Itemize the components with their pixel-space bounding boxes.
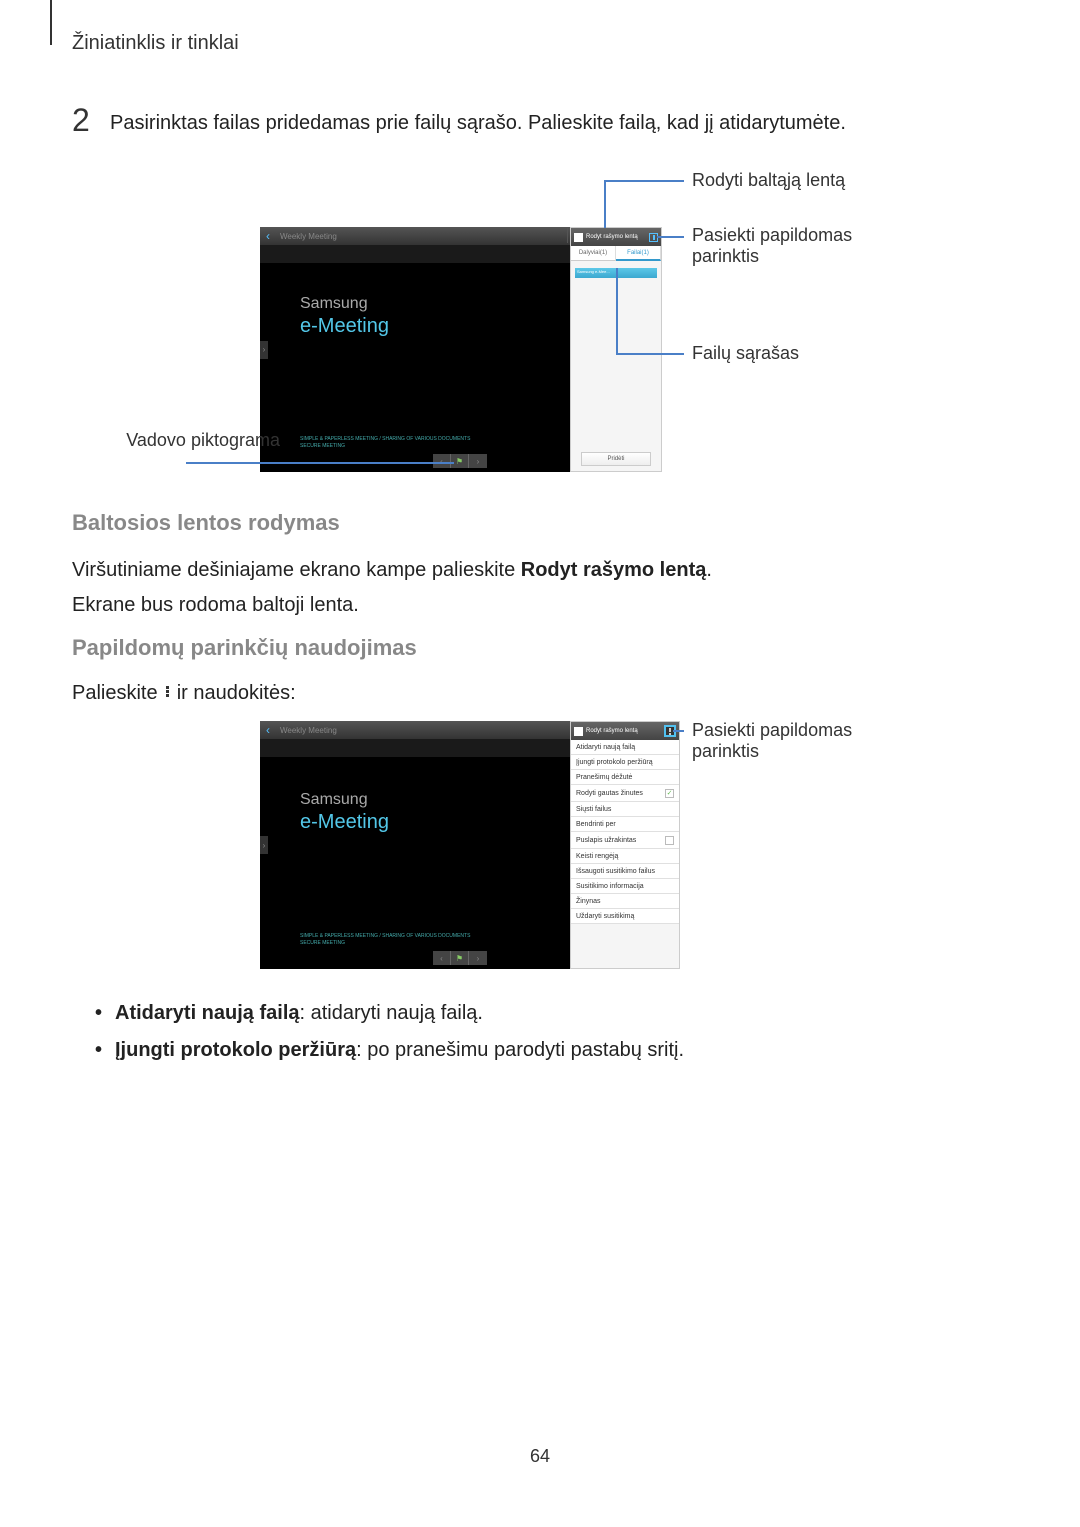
menu-item-label: Atidaryti naują failą xyxy=(576,744,635,751)
menu-item[interactable]: Įjungti protokolo peržiūrą xyxy=(571,755,679,770)
menu-item[interactable]: Uždaryti susitikimą xyxy=(571,909,679,924)
tagline: SIMPLE & PAPERLESS MEETING / SHARING OF … xyxy=(300,933,470,946)
next-page-icon[interactable]: › xyxy=(469,951,487,965)
bullet-text: : po pranešimu parodyti pastabų sritį. xyxy=(356,1039,684,1061)
back-icon[interactable]: ‹ xyxy=(260,721,276,739)
page-tab-border xyxy=(50,0,52,45)
checkbox-icon[interactable]: ✓ xyxy=(665,789,674,798)
callout-line xyxy=(657,236,684,238)
host-icon[interactable]: ⚑ xyxy=(451,454,469,468)
brand-emeeting: e-Meeting xyxy=(300,811,389,834)
host-icon[interactable]: ⚑ xyxy=(451,951,469,965)
panel-bar: Rodyt rašymo lentą xyxy=(571,228,661,246)
menu-item-label: Išsaugoti susitikimo failus xyxy=(576,868,655,875)
bold-text: Rodyt rašymo lentą xyxy=(521,559,707,581)
whiteboard-p2: Ekrane bus rodoma baltoji lenta. xyxy=(72,588,359,622)
heading-whiteboard: Baltosios lentos rodymas xyxy=(72,510,340,536)
step-number: 2 xyxy=(72,102,90,139)
bottom-nav: ‹ ⚑ › xyxy=(433,951,487,965)
brand-samsung: Samsung xyxy=(300,295,368,313)
menu-item[interactable]: Siųsti failus xyxy=(571,802,679,817)
menu-item-label: Uždaryti susitikimą xyxy=(576,913,634,920)
menu-item[interactable]: Bendrinti per xyxy=(571,817,679,832)
menu-item-label: Rodyti gautas žinutes xyxy=(576,790,643,797)
menu-item-label: Puslapis užrakintas xyxy=(576,837,636,844)
callout-more-1: Pasiekti papildomas xyxy=(692,720,852,740)
options-menu: Atidaryti naują failą Įjungti protokolo p… xyxy=(571,740,679,924)
tab-files[interactable]: Failai(1) xyxy=(616,246,661,261)
back-icon[interactable]: ‹ xyxy=(260,227,276,245)
text-span: ir naudokitės: xyxy=(171,682,296,704)
menu-item[interactable]: Pranešimų dėžutė xyxy=(571,770,679,785)
prev-page-icon[interactable]: ‹ xyxy=(433,951,451,965)
menu-item[interactable]: Atidaryti naują failą xyxy=(571,740,679,755)
callout-line xyxy=(673,730,684,732)
brand-samsung: Samsung xyxy=(300,791,368,809)
heading-more-options: Papildomų parinkčių naudojimas xyxy=(72,635,417,661)
menu-item[interactable]: Išsaugoti susitikimo failus xyxy=(571,864,679,879)
bullet-item: Atidaryti naują failą: atidaryti naują f… xyxy=(95,1002,684,1025)
menu-item-label: Pranešimų dėžutė xyxy=(576,774,632,781)
menu-item[interactable]: Susitikimo informacija xyxy=(571,879,679,894)
callout-more-1: Pasiekti papildomas xyxy=(692,225,852,245)
whiteboard-icon[interactable] xyxy=(574,727,583,736)
callout-line xyxy=(604,180,684,182)
side-panel-2: Rodyt rašymo lentą Atidaryti naują failą… xyxy=(570,721,680,969)
menu-item-label: Įjungti protokolo peržiūrą xyxy=(576,759,653,766)
bullet-list: Atidaryti naują failą: atidaryti naują f… xyxy=(95,1002,684,1076)
text-span: Viršutiniame dešiniajame ekrano kampe pa… xyxy=(72,559,521,581)
menu-item-label: Žinynas xyxy=(576,898,601,905)
page-number: 64 xyxy=(530,1446,550,1467)
step-text: Pasirinktas failas pridedamas prie failų… xyxy=(110,112,846,135)
more-menu-icon-inline xyxy=(163,685,171,699)
callout-host-icon: Vadovo piktograma xyxy=(110,430,280,451)
text-span: . xyxy=(706,559,712,581)
callout-line xyxy=(186,462,454,464)
menu-item[interactable]: Keisti rengėją xyxy=(571,849,679,864)
next-page-icon[interactable]: › xyxy=(469,454,487,468)
whiteboard-p1: Viršutiniame dešiniajame ekrano kampe pa… xyxy=(72,553,712,587)
menu-item[interactable]: Žinynas xyxy=(571,894,679,909)
menu-item[interactable]: Rodyti gautas žinutes ✓ xyxy=(571,785,679,802)
left-expand-icon[interactable]: › xyxy=(260,341,268,359)
bullet-bold: Įjungti protokolo peržiūrą xyxy=(115,1039,356,1061)
callout-whiteboard: Rodyti baltąją lentą xyxy=(692,170,845,191)
callout-line xyxy=(616,268,618,354)
callout-line xyxy=(604,180,606,228)
callout-line xyxy=(616,353,684,355)
brand-emeeting: e-Meeting xyxy=(300,315,389,338)
bullet-bold: Atidaryti naują failą xyxy=(115,1002,300,1024)
menu-item-label: Bendrinti per xyxy=(576,821,616,828)
more-options-p1: Palieskite ir naudokitės: xyxy=(72,676,296,710)
text-span: Palieskite xyxy=(72,682,163,704)
prev-page-icon[interactable]: ‹ xyxy=(433,454,451,468)
breadcrumb: Žiniatinklis ir tinklai xyxy=(72,32,239,55)
tagline: SIMPLE & PAPERLESS MEETING / SHARING OF … xyxy=(300,436,470,449)
menu-item-label: Susitikimo informacija xyxy=(576,883,644,890)
callout-more-2: parinktis xyxy=(692,246,759,266)
left-expand-icon[interactable]: › xyxy=(260,836,268,854)
panel-tabs: Dalyviai(1) Failai(1) xyxy=(571,246,661,261)
bullet-item: Įjungti protokolo peržiūrą: po pranešimu… xyxy=(95,1039,684,1062)
panel-bar: Rodyt rašymo lentą xyxy=(571,722,679,740)
whiteboard-label[interactable]: Rodyt rašymo lentą xyxy=(586,728,664,734)
window-title: Weekly Meeting xyxy=(280,726,337,735)
menu-item[interactable]: Puslapis užrakintas ✓ xyxy=(571,832,679,849)
bottom-nav: ‹ ⚑ › xyxy=(433,454,487,468)
callout-more-options: Pasiekti papildomas parinktis xyxy=(692,225,852,267)
callout-file-list: Failų sąrašas xyxy=(692,343,799,364)
callout-more-2: parinktis xyxy=(692,741,759,761)
bullet-text: : atidaryti naują failą. xyxy=(300,1002,483,1024)
menu-item-label: Siųsti failus xyxy=(576,806,611,813)
window-title: Weekly Meeting xyxy=(280,232,337,241)
checkbox-icon[interactable]: ✓ xyxy=(665,836,674,845)
add-button[interactable]: Pridėti xyxy=(581,452,651,466)
menu-item-label: Keisti rengėją xyxy=(576,853,618,860)
tab-participants[interactable]: Dalyviai(1) xyxy=(571,246,616,261)
whiteboard-label[interactable]: Rodyt rašymo lentą xyxy=(586,234,649,240)
whiteboard-icon[interactable] xyxy=(574,233,583,242)
callout-more-options-2: Pasiekti papildomas parinktis xyxy=(692,720,852,762)
